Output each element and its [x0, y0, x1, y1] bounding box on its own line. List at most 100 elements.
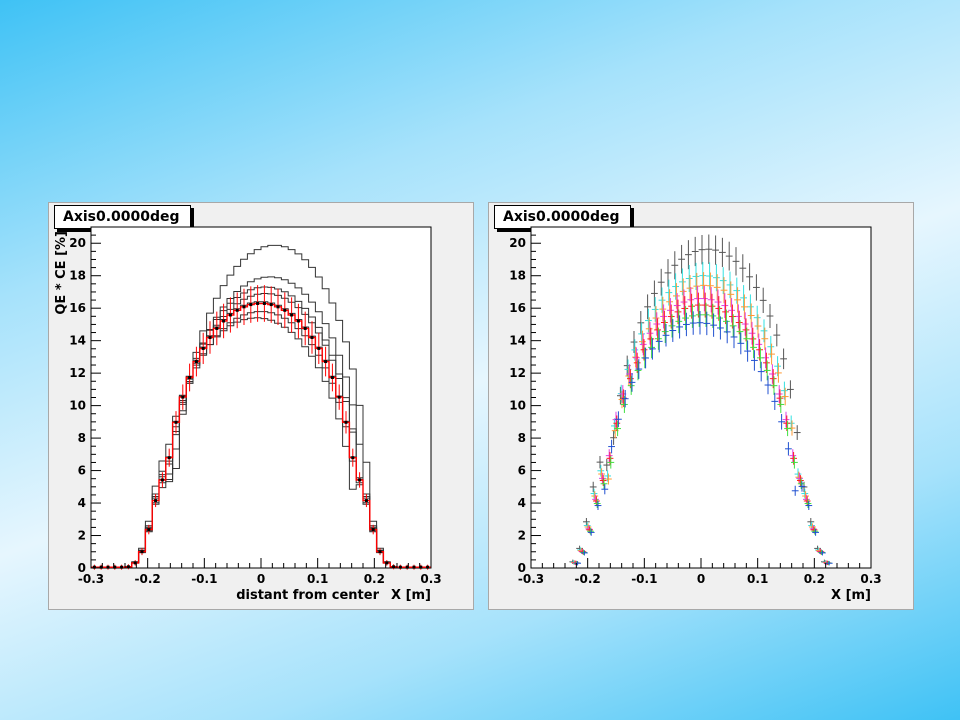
left-mean-point — [364, 499, 368, 503]
right-xtick-label: 0.2 — [804, 572, 825, 586]
right-ytick-label: 10 — [509, 399, 526, 413]
left-ytick-label: 12 — [69, 366, 86, 380]
left-mean-point — [330, 375, 334, 379]
left-xtick-label: 0.1 — [307, 572, 328, 586]
left-mean-point — [398, 565, 402, 569]
left-mean-point — [303, 326, 307, 330]
left-mean-point — [296, 319, 300, 323]
left-ytick-label: 4 — [78, 496, 86, 510]
right-ytick-label: 16 — [509, 301, 526, 315]
left-plot-panel: Axis0.0000deg 0 2 4 6 8 10 12 14 16 18 20 -0.3 -0.2 -… — [48, 202, 474, 610]
left-mean-point — [154, 499, 158, 503]
right-xtick-label: -0.2 — [575, 572, 601, 586]
left-mean-point — [147, 528, 151, 532]
left-mean-point — [188, 375, 192, 379]
left-mean-point — [371, 528, 375, 532]
left-mean-point — [174, 420, 178, 424]
right-ytick-label: 6 — [518, 464, 526, 478]
left-ytick-label: 18 — [69, 269, 86, 283]
right-plot-title: Axis0.0000deg — [494, 205, 631, 229]
left-plot-area — [90, 226, 432, 569]
left-mean-point — [126, 565, 130, 569]
left-mean-point — [378, 550, 382, 554]
left-mean-point — [160, 478, 164, 482]
right-x-axis-title: X [m] — [831, 588, 871, 603]
left-ytick-label: 10 — [69, 399, 86, 413]
left-x-axis-title: X [m] — [391, 588, 431, 603]
left-ytick-label: 0 — [78, 561, 86, 575]
left-mean-point — [208, 335, 212, 339]
left-y-axis-title: QE * CE [%] — [54, 231, 69, 315]
left-mean-point — [283, 308, 287, 312]
right-ytick-label: 0 — [518, 561, 526, 575]
left-mean-point — [337, 395, 341, 399]
left-mean-point — [256, 301, 260, 305]
left-xtick-label: -0.2 — [135, 572, 161, 586]
left-mean-point — [405, 565, 409, 569]
left-mean-point — [99, 565, 103, 569]
left-mean-point — [385, 561, 389, 565]
right-ytick-label: 12 — [509, 366, 526, 380]
left-mean-point — [194, 360, 198, 364]
left-mean-point — [113, 565, 117, 569]
left-series-1 — [90, 276, 432, 568]
left-plot-title: Axis0.0000deg — [54, 205, 191, 229]
right-xtick-label: 0.1 — [747, 572, 768, 586]
right-plot-canvas: 0 2 4 6 8 10 12 14 16 18 20 -0.3 -0.2 -0.1 0 0.1 0.2 0.3 X… — [509, 226, 882, 603]
left-mean-point — [317, 346, 321, 350]
left-mean-point — [242, 305, 246, 309]
left-x-axis-subtitle: distant from center — [236, 588, 379, 603]
left-mean-point — [181, 395, 185, 399]
left-mean-point — [269, 303, 273, 307]
left-mean-point — [392, 565, 396, 569]
left-ytick-label: 8 — [78, 431, 86, 445]
right-ytick-label: 2 — [518, 529, 526, 543]
left-xtick-label: 0.3 — [420, 572, 441, 586]
left-ytick-label: 20 — [69, 236, 86, 250]
left-mean-point — [276, 305, 280, 309]
left-plot-canvas: 0 2 4 6 8 10 12 14 16 18 20 -0.3 -0.2 -0.1 0 0.1 0.2 0.3 X… — [54, 226, 442, 603]
right-xtick-label: 0 — [697, 572, 705, 586]
left-series-0 — [90, 244, 432, 568]
left-mean-point — [133, 561, 137, 565]
left-mean-series — [91, 302, 431, 568]
right-plot-area — [530, 226, 872, 569]
left-ytick-label: 6 — [78, 464, 86, 478]
left-mean-point — [262, 301, 266, 305]
left-series-5 — [90, 311, 432, 568]
right-series-6 — [574, 310, 833, 566]
left-xtick-label: -0.1 — [191, 572, 217, 586]
right-ytick-label: 4 — [518, 496, 526, 510]
left-ytick-label: 2 — [78, 529, 86, 543]
left-mean-point — [412, 565, 416, 569]
left-mean-point — [351, 456, 355, 460]
right-ytick-label: 18 — [509, 269, 526, 283]
left-mean-point — [235, 308, 239, 312]
left-mean-point — [140, 550, 144, 554]
right-ytick-label: 20 — [509, 236, 526, 250]
right-xtick-label: 0.3 — [860, 572, 881, 586]
right-ytick-label: 14 — [509, 334, 526, 348]
left-mean-point — [310, 335, 314, 339]
left-mean-point — [324, 360, 328, 364]
left-mean-point — [120, 565, 124, 569]
left-mean-point — [290, 313, 294, 317]
left-mean-point — [215, 326, 219, 330]
left-xtick-label: 0.2 — [364, 572, 385, 586]
left-xtick-label: -0.3 — [78, 572, 104, 586]
left-mean-point — [419, 565, 423, 569]
left-mean-point — [228, 313, 232, 317]
left-ytick-label: 14 — [69, 334, 86, 348]
left-mean-point — [106, 565, 110, 569]
left-mean-point — [167, 456, 171, 460]
left-mean-point — [358, 478, 362, 482]
left-mean-point — [249, 303, 253, 307]
left-ytick-label: 16 — [69, 301, 86, 315]
right-xtick-label: -0.3 — [518, 572, 544, 586]
left-xtick-label: 0 — [257, 572, 265, 586]
left-mean-point — [222, 319, 226, 323]
right-series-0 — [569, 234, 828, 565]
left-mean-point — [344, 420, 348, 424]
right-ytick-label: 8 — [518, 431, 526, 445]
right-plot-panel: Axis0.0000deg 0 2 4 6 8 10 12 14 16 18 20 -0.3 -0.2 -… — [488, 202, 914, 610]
